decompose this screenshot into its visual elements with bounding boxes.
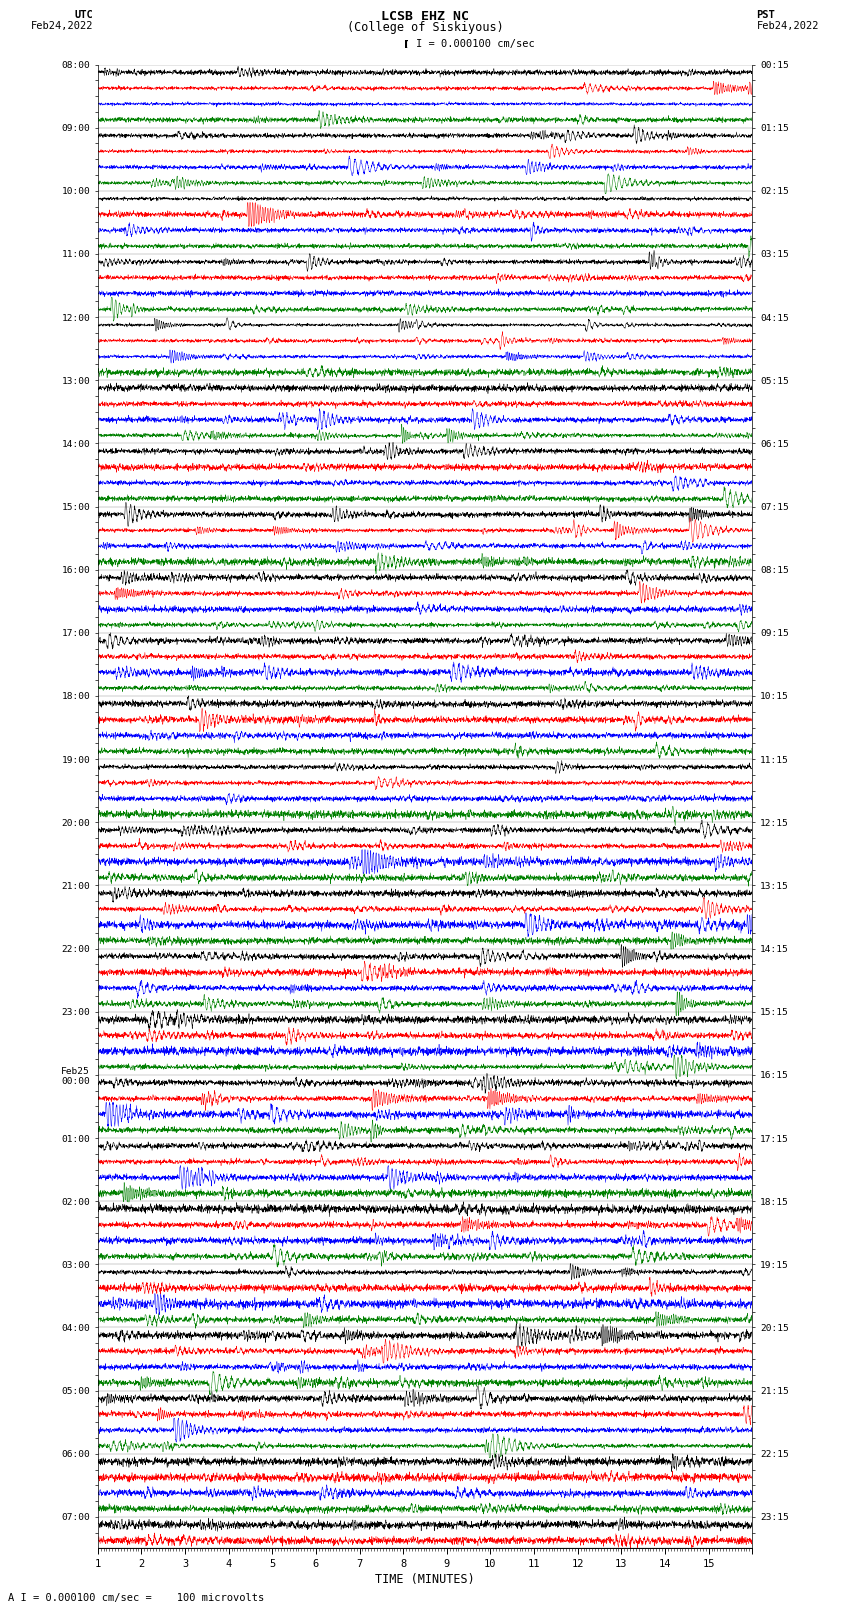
Text: Feb24,2022: Feb24,2022 — [756, 21, 819, 31]
Text: I = 0.000100 cm/sec: I = 0.000100 cm/sec — [416, 39, 536, 48]
Text: A I = 0.000100 cm/sec =    100 microvolts: A I = 0.000100 cm/sec = 100 microvolts — [8, 1594, 264, 1603]
Text: UTC: UTC — [75, 11, 94, 21]
X-axis label: TIME (MINUTES): TIME (MINUTES) — [375, 1573, 475, 1586]
Text: LCSB EHZ NC: LCSB EHZ NC — [381, 11, 469, 24]
Text: Feb24,2022: Feb24,2022 — [31, 21, 94, 31]
Text: PST: PST — [756, 11, 775, 21]
Text: (College of Siskiyous): (College of Siskiyous) — [347, 21, 503, 34]
